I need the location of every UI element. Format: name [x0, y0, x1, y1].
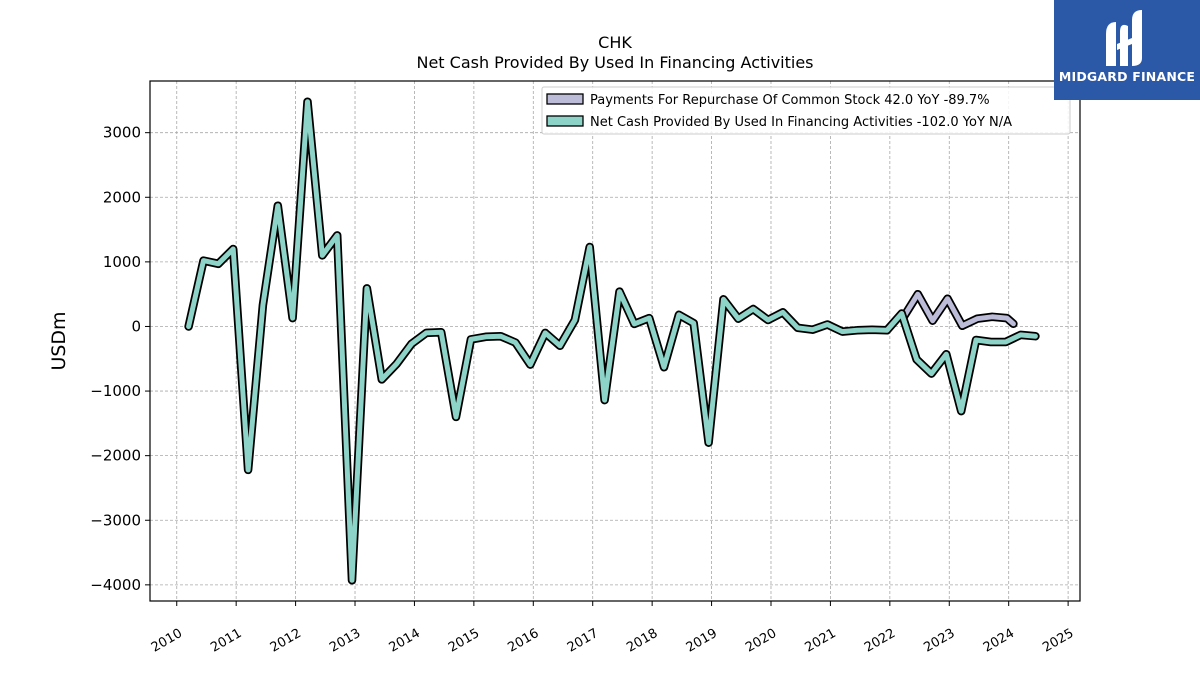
- legend: Payments For Repurchase Of Common Stock …: [541, 86, 1071, 135]
- legend-box: [541, 86, 1071, 135]
- y-tick-label: 1000: [103, 253, 141, 271]
- x-tick-label: 2024: [981, 626, 1017, 656]
- logo-mark-icon: [1106, 10, 1142, 66]
- x-tick-label: 2017: [565, 626, 601, 656]
- y-tick-label: −3000: [90, 511, 141, 529]
- x-tick-label: 2016: [505, 626, 541, 656]
- legend-label-financing: Net Cash Provided By Used In Financing A…: [590, 115, 1012, 130]
- x-tick-label: 2019: [684, 626, 720, 656]
- x-tick-label: 2023: [921, 626, 957, 656]
- x-tick-label: 2011: [208, 626, 244, 656]
- y-tick-label: 3000: [103, 124, 141, 142]
- legend-swatch-repurchase: [546, 93, 584, 105]
- chart-title: CHK: [598, 33, 632, 52]
- legend-label-repurchase: Payments For Repurchase Of Common Stock …: [590, 93, 990, 108]
- x-tick-label: 2013: [327, 626, 363, 656]
- x-tick-label: 2015: [446, 626, 482, 656]
- legend-swatch-financing: [546, 115, 584, 127]
- x-tick-label: 2021: [803, 626, 839, 656]
- x-tick-label: 2012: [268, 626, 304, 656]
- y-tick-label: −4000: [90, 576, 141, 594]
- y-tick-label: 0: [131, 317, 141, 335]
- x-tick-label: 2018: [624, 626, 660, 656]
- y-axis-label: USDm: [48, 311, 70, 370]
- series-line-repurchase: [900, 291, 1016, 329]
- x-tick-label: 2022: [862, 626, 898, 656]
- logo-text: MIDGARD FINANCE: [1058, 69, 1196, 84]
- x-tick-label: 2020: [743, 626, 779, 656]
- series-layer: [184, 97, 1040, 585]
- x-tick-label: 2025: [1040, 626, 1076, 656]
- chart-subtitle: Net Cash Provided By Used In Financing A…: [416, 53, 813, 72]
- y-tick-label: −1000: [90, 382, 141, 400]
- x-tick-label: 2014: [387, 626, 423, 656]
- y-tick-label: 2000: [103, 188, 141, 206]
- midgard-finance-logo: MIDGARD FINANCE: [1054, 0, 1200, 100]
- axis-ticks: −4000 −3000 −2000 −1000 0 1000 2000 3000 2010 201…: [90, 124, 1076, 656]
- plot-frame: [149, 80, 1081, 602]
- x-tick-label: 2010: [149, 626, 185, 656]
- series-line-financing: [186, 99, 1038, 583]
- y-tick-label: −2000: [90, 447, 141, 465]
